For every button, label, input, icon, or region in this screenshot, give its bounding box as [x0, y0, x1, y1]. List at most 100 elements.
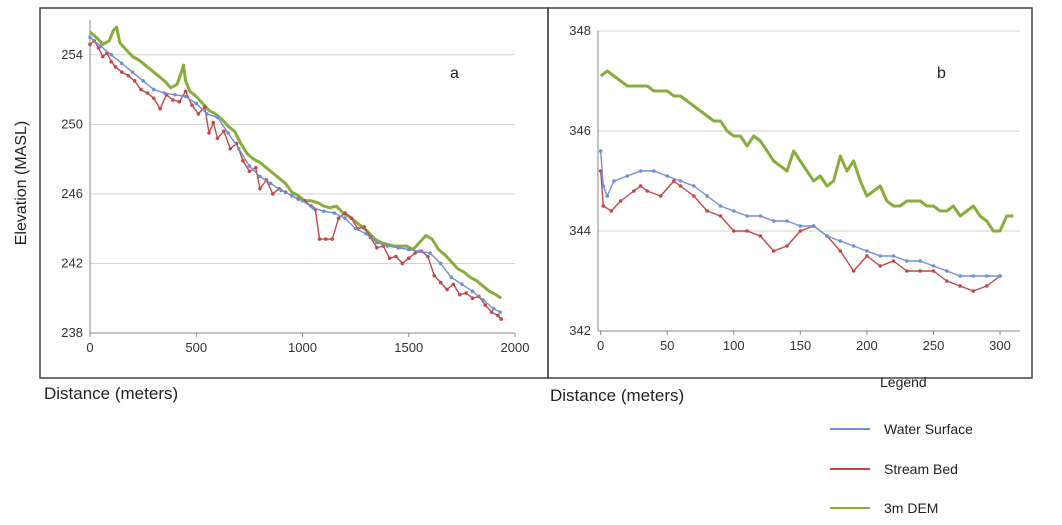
panel-a-stream-bed-point — [151, 96, 156, 101]
panel-a-stream-bed-point — [394, 254, 398, 259]
panel-a-stream-bed-point — [109, 59, 114, 64]
panel-a-y-axis-label: Elevation (MASL) — [13, 121, 30, 246]
panel-b-3m-dem-line — [599, 69, 1014, 233]
panel-b-stream-bed-point — [944, 279, 949, 283]
panel-b-y-tick-label: 348 — [569, 23, 591, 38]
panel-a-water-surface-point — [236, 146, 241, 151]
panel-b-x-tick-label: 200 — [856, 338, 878, 353]
panel-b-y-tick-label: 346 — [569, 123, 591, 138]
panel-b-water-surface-point — [678, 179, 683, 183]
panel-a-water-surface-point — [215, 115, 220, 120]
panel-a-water-surface-point — [385, 244, 390, 248]
panel-b-stream-bed-point — [645, 189, 650, 193]
panel-a-stream-bed-point — [400, 261, 405, 266]
panel-a-water-surface-point — [279, 188, 284, 193]
panel-a-stream-bed-point — [483, 303, 488, 307]
panel-b-x-tick-label: 300 — [989, 338, 1011, 353]
panel-b-stream-bed-point — [601, 204, 606, 208]
panel-a-stream-bed-point — [413, 251, 417, 255]
panel-b-stream-bed-point — [731, 229, 736, 233]
panel-a-stream-bed-point — [336, 216, 341, 221]
panel-b-water-surface-point — [771, 219, 776, 223]
panel-a-stream-bed-point — [183, 89, 188, 94]
legend-item-3m-dem: 3m DEM — [830, 500, 938, 516]
panel-a-water-surface-point — [332, 211, 337, 215]
panel-b-stream-bed-point — [878, 264, 883, 268]
panel-b-stream-bed-point — [984, 284, 989, 288]
panel-a-water-surface-point — [460, 282, 464, 287]
panel-a-stream-bed-point — [247, 169, 252, 174]
panel-b-stream-bed-point — [905, 269, 909, 273]
panel-a-water-surface-point — [353, 226, 358, 231]
panel-a-y-tick-label: 238 — [61, 325, 83, 340]
panel-a-stream-bed-point — [375, 245, 379, 250]
panel-a-y-tick-label: 250 — [61, 116, 83, 131]
panel-b-water-surface-point — [625, 174, 630, 178]
panel-a-x-tick-label: 0 — [86, 340, 93, 355]
panel-b-stream-bed-point — [785, 244, 789, 248]
panel-a-water-surface-point — [491, 306, 496, 311]
panel-a-x-tick-label: 2000 — [501, 340, 530, 355]
panel-b-stream-bed-point — [705, 209, 709, 213]
panel-b-water-surface-point — [865, 249, 869, 253]
panel-b-grid — [598, 30, 1020, 332]
panel-b-stream-bed-point — [851, 269, 856, 273]
panel-b-frame — [547, 7, 1033, 379]
panel-b-water-surface-point — [652, 169, 656, 173]
panel-b-water-surface-point — [605, 194, 610, 198]
panel-a-stream-bed-line — [89, 40, 502, 320]
panel-a-stream-bed-point — [406, 256, 411, 261]
panel-a-stream-bed-point — [88, 42, 92, 47]
panel-a-stream-bed-point — [362, 225, 366, 229]
panel-a-stream-bed-point — [343, 211, 347, 215]
panel-a-water-surface-point — [290, 193, 294, 198]
panel-b-x-axis-label: Distance (meters) — [550, 386, 685, 405]
panel-a-x-tick-label: 1000 — [288, 340, 317, 355]
panel-b-stream-bed-point — [678, 184, 683, 188]
panel-a-water-surface-point — [470, 289, 475, 294]
legend-item-water-surface: Water Surface — [830, 421, 973, 437]
legend-item-stream-bed: Stream Bed — [830, 461, 958, 477]
legend-label: Stream Bed — [884, 461, 958, 477]
panel-a-stream-bed-point — [489, 310, 494, 314]
panel-b-water-surface-point — [718, 204, 723, 208]
panel-a-stream-bed-point — [196, 112, 201, 116]
panel-b-stream-bed-line — [600, 170, 1001, 292]
panel-a-stream-bed-point — [464, 291, 468, 295]
panel-b-water-surface-point — [851, 244, 856, 248]
panel-a-stream-bed-point — [445, 287, 449, 292]
panel-a-water-surface-point — [162, 91, 167, 95]
panel-b-water-surface-point — [798, 224, 803, 228]
panel-b-stream-bed-point — [918, 269, 922, 273]
panel-b-water-surface-point — [905, 259, 909, 263]
panel-a-x-tick-label: 500 — [185, 340, 207, 355]
panel-a-stream-bed-point — [317, 237, 322, 241]
panel-a-water-surface-point — [428, 251, 432, 255]
panel-a-stream-bed-point — [496, 313, 500, 318]
panel-b-stream-bed-point — [865, 254, 869, 258]
panel-b-axes — [597, 31, 1020, 332]
panel-a-water-surface-point — [311, 206, 315, 210]
panel-a: 238 242 246 250 254 0 500 1000 1500 2000 a Eleva… — [13, 20, 529, 355]
legend-label: Water Surface — [884, 421, 973, 437]
panel-b-stream-bed-point — [618, 199, 623, 203]
panel-b: 342 344 346 348 0 50 100 150 200 250 300 b — [569, 23, 1020, 353]
panel-b-water-surface-point — [971, 274, 976, 278]
panel-b-x-tick-label: 50 — [660, 338, 674, 353]
panel-b-water-surface-point — [998, 274, 1002, 278]
panel-a-stream-bed-point — [202, 105, 207, 109]
panel-a-stream-bed-point — [132, 79, 137, 83]
panel-a-stream-bed-point — [470, 296, 475, 301]
panel-a-water-surface-point — [151, 87, 156, 92]
panel-a-y-tick-label: 246 — [61, 186, 83, 201]
panel-a-x-axis-label: Distance (meters) — [44, 384, 179, 403]
panel-b-series — [598, 69, 1014, 293]
panel-a-water-surface-point — [98, 44, 103, 48]
legend-swatch-3m-dem — [830, 507, 870, 509]
panel-a-stream-bed-point — [120, 70, 124, 74]
panel-b-stream-bed-point — [931, 269, 936, 273]
panel-b-stream-bed-point — [658, 194, 663, 198]
panel-b-water-surface-point — [825, 234, 829, 238]
panel-b-water-surface-point — [598, 149, 603, 153]
legend-swatch-water-surface — [830, 428, 870, 430]
